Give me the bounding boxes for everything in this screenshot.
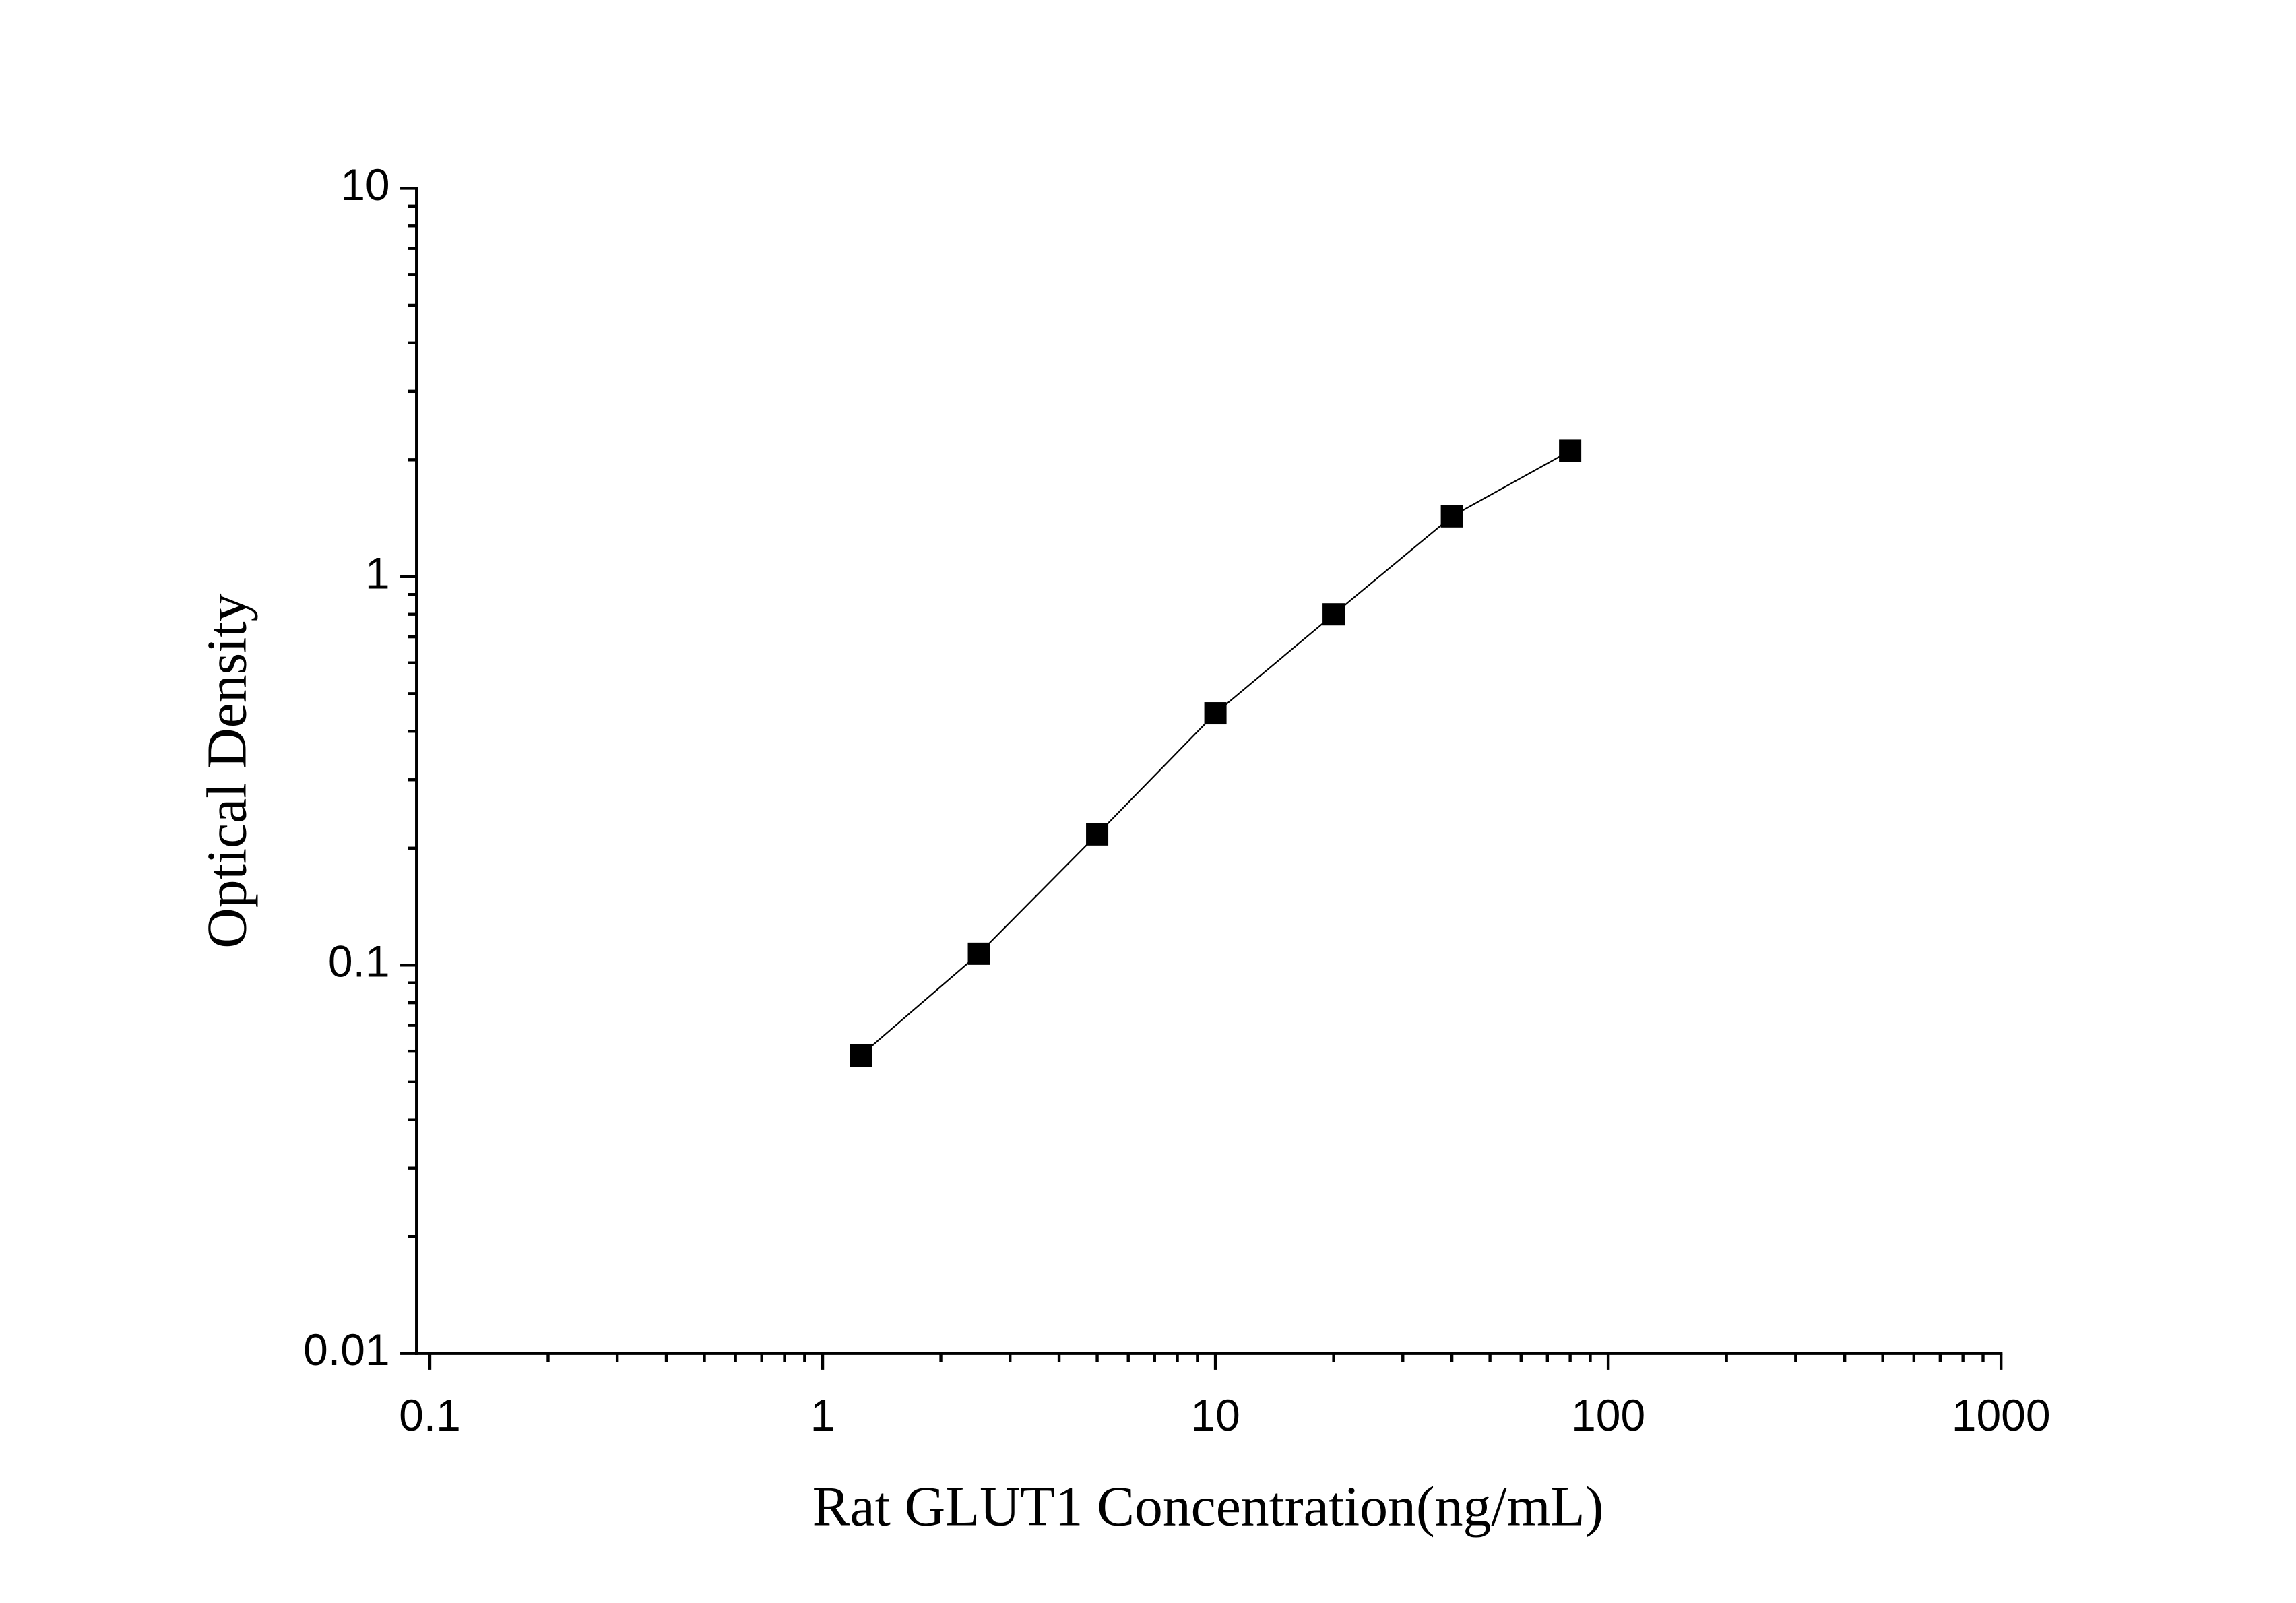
marker	[1204, 702, 1227, 725]
x-axis-title: Rat GLUT1 Concentration(ng/mL)	[812, 1476, 1604, 1538]
marker	[1440, 505, 1463, 528]
marker	[967, 942, 990, 965]
marker	[1322, 603, 1345, 626]
x-tick-label: 100	[1571, 1390, 1645, 1440]
y-axis-title: Optical Density	[197, 593, 259, 948]
marker	[1086, 823, 1109, 846]
y-tick-label: 10	[340, 160, 389, 210]
x-tick-label: 1	[810, 1390, 835, 1440]
y-tick-label: 0.01	[303, 1325, 389, 1375]
x-tick-label: 0.1	[399, 1390, 461, 1440]
x-tick-label: 10	[1190, 1390, 1240, 1440]
x-tick-label: 1000	[1952, 1390, 2051, 1440]
y-tick-label: 1	[365, 548, 390, 598]
y-tick-label: 0.1	[328, 937, 390, 986]
marker	[850, 1044, 872, 1067]
line	[860, 449, 1571, 1057]
marker	[1559, 439, 1582, 462]
